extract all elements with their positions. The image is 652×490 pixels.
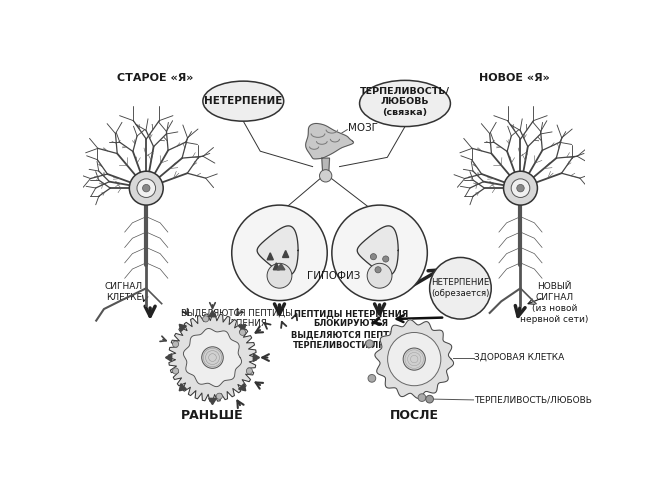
Text: ТЕРПЕЛИВОСТЬ/ЛЮБОВЬ: ТЕРПЕЛИВОСТЬ/ЛЮБОВЬ [474, 395, 592, 404]
Circle shape [239, 329, 246, 335]
Circle shape [418, 394, 426, 401]
Polygon shape [166, 354, 171, 362]
Polygon shape [273, 263, 280, 270]
Circle shape [129, 171, 163, 205]
Polygon shape [209, 398, 216, 405]
Text: НЕТЕРПЕНИЕ
(обрезается): НЕТЕРПЕНИЕ (обрезается) [431, 278, 490, 298]
Text: РАНЬШЕ: РАНЬШЕ [181, 409, 244, 422]
Circle shape [370, 254, 376, 260]
Circle shape [517, 184, 524, 192]
Circle shape [173, 368, 179, 374]
Text: СТАРОЕ «Я»: СТАРОЕ «Я» [117, 73, 193, 83]
Text: ТЕРПЕЛИВОСТЬ/
ЛЮБОВЬ
(связка): ТЕРПЕЛИВОСТЬ/ ЛЮБОВЬ (связка) [360, 87, 450, 117]
Text: НОВОЕ «Я»: НОВОЕ «Я» [479, 73, 550, 83]
Polygon shape [253, 354, 259, 362]
Polygon shape [257, 226, 298, 275]
Circle shape [367, 263, 392, 288]
Circle shape [173, 341, 179, 347]
Polygon shape [169, 314, 256, 401]
Polygon shape [375, 320, 454, 398]
Polygon shape [183, 328, 241, 387]
Circle shape [201, 347, 223, 368]
Polygon shape [357, 226, 398, 275]
Polygon shape [209, 311, 216, 317]
Text: НОВЫЙ
СИГНАЛ
(из новой
нервной сети): НОВЫЙ СИГНАЛ (из новой нервной сети) [520, 282, 589, 324]
Polygon shape [282, 250, 289, 257]
Polygon shape [239, 324, 246, 331]
Polygon shape [179, 324, 186, 331]
Text: ПЕПТИДЫ НЕТЕРПЕНИЯ
БЛОКИРУЮТСЯ
ВЫДЕЛЯЮТСЯ ПЕПТИДЫ
ТЕРПЕЛИВОСТИ/ЛЮБВИ: ПЕПТИДЫ НЕТЕРПЕНИЯ БЛОКИРУЮТСЯ ВЫДЕЛЯЮТС… [291, 309, 411, 349]
Polygon shape [277, 264, 285, 270]
Ellipse shape [359, 80, 451, 126]
Circle shape [388, 333, 441, 386]
Circle shape [137, 179, 156, 197]
Polygon shape [239, 384, 246, 391]
Circle shape [332, 205, 427, 300]
Polygon shape [267, 253, 273, 260]
Circle shape [203, 316, 209, 322]
Text: НЕТЕРПЕНИЕ: НЕТЕРПЕНИЕ [204, 96, 282, 106]
Polygon shape [306, 123, 353, 159]
Circle shape [246, 368, 252, 374]
Circle shape [231, 205, 327, 300]
Polygon shape [322, 158, 329, 172]
Text: ВЫДЕЛЯЮТСЯ ПЕПТИДЫ
НЕТЕРПЕНИЯ: ВЫДЕЛЯЮТСЯ ПЕПТИДЫ НЕТЕРПЕНИЯ [181, 309, 293, 328]
Circle shape [511, 179, 530, 197]
Circle shape [368, 374, 376, 382]
Text: ЗДОРОВАЯ КЛЕТКА: ЗДОРОВАЯ КЛЕТКА [474, 353, 565, 362]
Circle shape [366, 340, 374, 347]
Text: ПОСЛЕ: ПОСЛЕ [390, 409, 439, 422]
Text: СИГНАЛ
КЛЕТКЕ: СИГНАЛ КЛЕТКЕ [105, 282, 143, 302]
Circle shape [375, 267, 381, 273]
Circle shape [430, 257, 491, 319]
Circle shape [403, 348, 425, 370]
Text: ГИПОФИЗ: ГИПОФИЗ [306, 271, 360, 281]
Polygon shape [179, 384, 186, 391]
Circle shape [426, 395, 434, 403]
Circle shape [503, 171, 537, 205]
Text: МОЗГ: МОЗГ [348, 123, 378, 133]
Circle shape [216, 393, 222, 399]
Circle shape [267, 263, 292, 288]
Circle shape [383, 256, 389, 262]
Circle shape [319, 170, 332, 182]
Ellipse shape [203, 81, 284, 121]
Circle shape [143, 184, 150, 192]
